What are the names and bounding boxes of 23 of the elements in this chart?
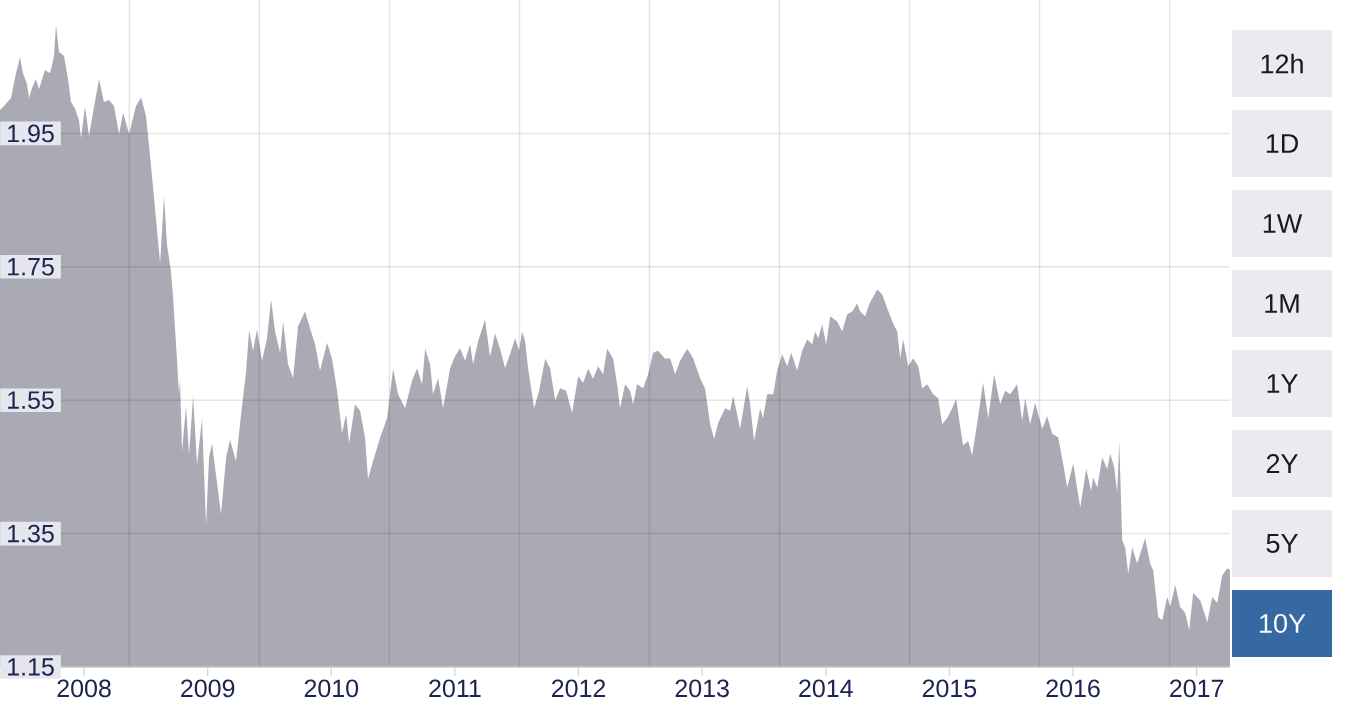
y-tick-label: 1.35: [8, 524, 54, 543]
x-tick-label: 2017: [1170, 679, 1224, 698]
x-tick-label: 2015: [922, 679, 977, 698]
x-tick-label: 2008: [57, 679, 111, 698]
category-label: 1W: [1263, 214, 1303, 233]
category-label: 10Y: [1260, 613, 1306, 634]
y-tick-label: 1.75: [8, 258, 54, 276]
y-tick-label: 1.15: [8, 658, 54, 676]
x-tick-label: 2010: [304, 679, 359, 698]
x-tick-label: 2012: [551, 679, 606, 698]
x-tick-label: 2009: [181, 679, 235, 698]
category-label: 12h: [1261, 53, 1303, 74]
category-label: 1D: [1266, 134, 1298, 153]
x-tick-label: 2014: [799, 679, 853, 698]
category-label: 1Y: [1267, 374, 1298, 393]
category-label: 5Y: [1266, 534, 1298, 553]
y-tick-label: 1.55: [8, 391, 54, 409]
category-label: 1M: [1265, 294, 1299, 313]
x-tick-label: 2013: [675, 679, 729, 698]
x-tick-label: 2016: [1046, 679, 1100, 698]
y-tick-label: 1.95: [8, 124, 54, 143]
x-tick-label: 2011: [429, 679, 481, 698]
category-label: 2Y: [1266, 454, 1298, 473]
